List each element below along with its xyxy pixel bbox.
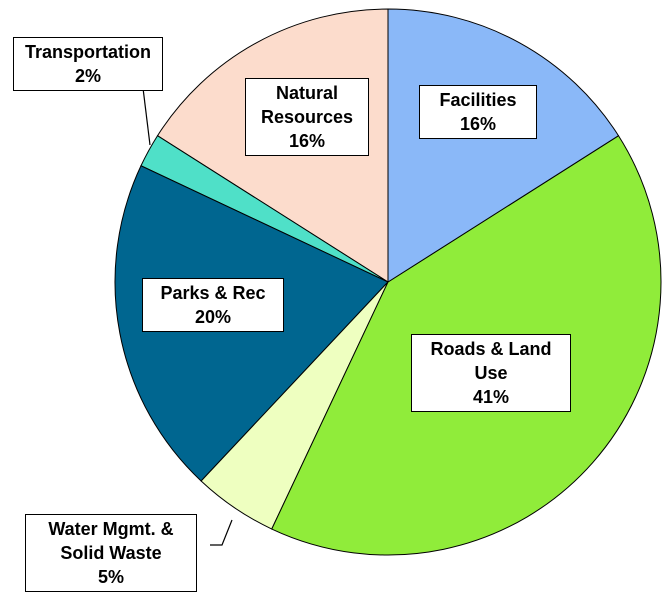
label-name: Facilities — [439, 90, 517, 110]
label-name: Natural Resources — [260, 83, 354, 127]
slice-label: Water Mgmt. & Solid Waste 5% — [25, 514, 197, 592]
pie-slice — [387, 8, 620, 283]
slice-label: Parks & Rec 20% — [142, 278, 284, 332]
label-value: 41% — [472, 387, 510, 407]
slice-label: Transportation 2% — [13, 37, 163, 91]
leader-line — [210, 519, 233, 546]
slice-label: Natural Resources 16% — [245, 78, 369, 156]
label-value: 5% — [97, 567, 124, 587]
label-value: 16% — [459, 114, 497, 134]
slice-label: Facilities 16% — [419, 85, 537, 139]
label-name: Parks & Rec — [160, 283, 266, 303]
label-name: Roads & Land Use — [430, 339, 552, 383]
slice-label: Roads & Land Use 41% — [411, 334, 571, 412]
label-name: Water Mgmt. & Solid Waste — [48, 519, 174, 563]
label-value: 20% — [194, 307, 232, 327]
label-value: 16% — [288, 131, 326, 151]
label-value: 2% — [74, 66, 101, 86]
leader-line — [142, 87, 151, 146]
label-name: Transportation — [24, 42, 151, 62]
